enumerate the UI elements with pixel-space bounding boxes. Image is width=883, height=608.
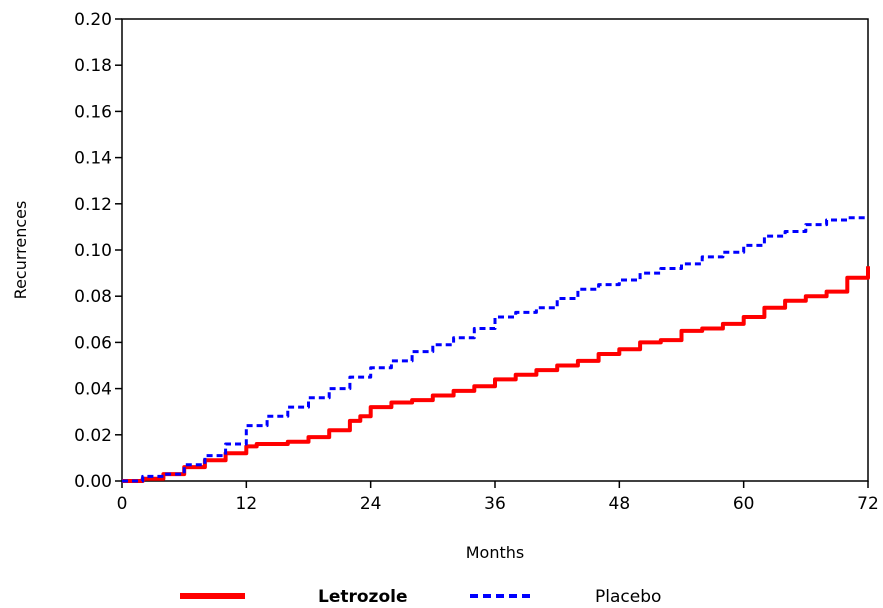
y-tick-label: 0.02 <box>74 426 112 446</box>
x-axis: 0 12 24 36 48 60 72 <box>117 481 879 514</box>
y-tick-label: 0.06 <box>74 333 112 353</box>
x-tick-label: 48 <box>609 494 631 514</box>
x-tick-label: 0 <box>117 494 128 514</box>
legend-label-placebo: Placebo <box>595 587 661 607</box>
x-tick-label: 60 <box>733 494 755 514</box>
legend: Letrozole Placebo <box>180 587 661 607</box>
y-axis: 0.00 0.02 0.04 0.06 0.08 0.10 0.12 0.14 0.16 0.18… <box>74 10 122 492</box>
y-tick-label: 0.20 <box>74 10 112 30</box>
y-tick-label: 0.14 <box>74 149 112 169</box>
y-tick-label: 0.08 <box>74 287 112 307</box>
x-tick-label: 72 <box>857 494 879 514</box>
y-tick-label: 0.12 <box>74 195 112 215</box>
y-tick-label: 0.10 <box>74 241 112 261</box>
x-axis-title: Months <box>466 543 524 562</box>
series-line-letrozole <box>122 266 870 483</box>
y-axis-title: Recurrences <box>11 201 30 300</box>
x-tick-label: 36 <box>484 494 506 514</box>
x-tick-label: 12 <box>236 494 258 514</box>
legend-label-letrozole: Letrozole <box>318 587 407 607</box>
plot-area <box>121 18 869 482</box>
y-tick-label: 0.16 <box>74 102 112 122</box>
x-tick-label: 24 <box>360 494 382 514</box>
series-line-placebo <box>122 216 868 483</box>
y-tick-label: 0.18 <box>74 56 112 76</box>
y-tick-label: 0.04 <box>74 380 112 400</box>
y-tick-label: 0.00 <box>74 472 112 492</box>
plot-frame <box>121 18 869 482</box>
series-layer <box>122 216 870 483</box>
